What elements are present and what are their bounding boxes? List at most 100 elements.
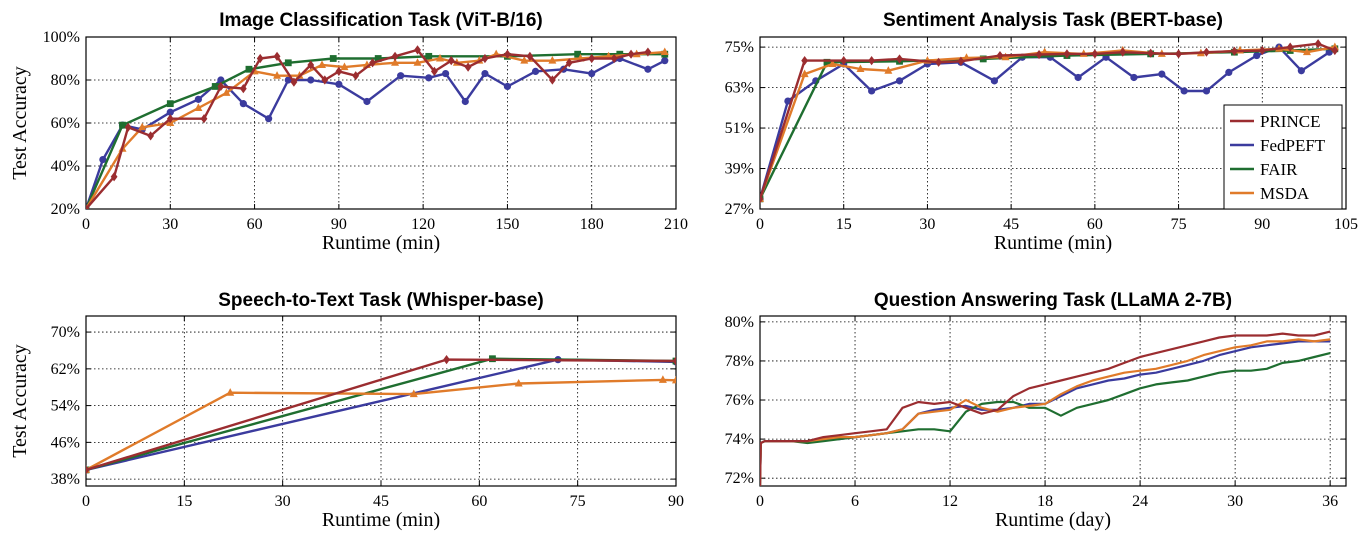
- y-tick-label: 78%: [725, 353, 754, 370]
- data-point-msda: [514, 378, 523, 387]
- y-tick-label: 38%: [51, 471, 80, 488]
- data-point-fair: [425, 52, 433, 60]
- y-tick-label: 62%: [51, 361, 80, 378]
- data-point-fedpeft: [1180, 87, 1188, 95]
- data-point-prince: [896, 54, 903, 64]
- series-line-fair: [760, 352, 1331, 486]
- data-point-prince: [352, 71, 360, 81]
- data-point-prince: [430, 66, 438, 76]
- series-line-msda: [760, 338, 1331, 486]
- data-point-msda: [413, 58, 422, 66]
- x-tick-label: 30: [162, 216, 178, 233]
- chart-title: Sentiment Analysis Task (BERT-base): [883, 10, 1223, 31]
- data-point-prince: [801, 56, 809, 66]
- y-axis-label: Test Accuracy: [9, 344, 31, 458]
- data-point-msda: [318, 60, 326, 68]
- y-axis-label: Test Accuracy: [9, 66, 31, 180]
- data-point-prince: [166, 114, 174, 124]
- x-tick-label: 120: [411, 216, 435, 233]
- legend: PRINCE FedPEFT FAIR MSDA: [1223, 104, 1343, 210]
- legend-label-prince: PRINCE: [1260, 112, 1320, 131]
- data-point-msda: [391, 58, 400, 66]
- data-point-prince: [610, 53, 618, 64]
- y-tick-label: 51%: [725, 120, 754, 137]
- data-point-msda: [884, 66, 893, 74]
- data-point-prince: [256, 53, 264, 64]
- data-point-fedpeft: [335, 80, 343, 88]
- data-point-msda: [658, 375, 667, 383]
- data-point-fedpeft: [307, 76, 315, 84]
- chart-title: Question Answering Task (LLaMA 2-7B): [874, 290, 1232, 311]
- y-tick-label: 70%: [51, 324, 80, 341]
- chart-sentiment-analysis: 0 15 30 45 60 75 90 105 27% 39% 51% 63% 75% Sentiment…: [725, 10, 1358, 254]
- data-point-fair: [329, 55, 337, 62]
- data-point-prince: [369, 58, 376, 68]
- data-point-fedpeft: [481, 69, 489, 78]
- series-line-prince: [760, 42, 1336, 200]
- data-point-msda: [548, 56, 557, 64]
- data-point-prince: [1230, 46, 1238, 56]
- data-point-msda: [800, 69, 809, 78]
- data-point-prince: [1035, 49, 1043, 60]
- data-point-prince: [147, 131, 155, 141]
- y-tick-label: 76%: [725, 392, 754, 409]
- x-tick-label: 45: [373, 493, 389, 510]
- y-tick-label: 72%: [725, 470, 754, 487]
- data-point-msda: [222, 88, 231, 96]
- data-point-prince: [548, 75, 556, 85]
- series-line-fedpeft: [760, 340, 1331, 486]
- data-point-prince: [1331, 45, 1339, 56]
- data-point-prince: [935, 57, 942, 67]
- data-point-prince: [644, 47, 652, 57]
- data-point-fedpeft: [1130, 73, 1138, 82]
- data-point-prince: [86, 465, 90, 475]
- data-point-prince: [1286, 42, 1294, 52]
- x-tick-label: 75: [1171, 216, 1187, 233]
- data-point-fedpeft: [895, 77, 904, 85]
- data-point-fedpeft: [503, 82, 512, 91]
- data-point-prince: [840, 56, 848, 66]
- data-point-fedpeft: [239, 100, 247, 108]
- data-point-prince: [760, 194, 764, 204]
- y-tick-label: 27%: [725, 201, 754, 218]
- data-point-prince: [447, 56, 455, 66]
- data-point-msda: [273, 71, 282, 79]
- y-tick-label: 63%: [725, 80, 754, 97]
- data-point-prince: [504, 49, 511, 59]
- chart-title: Speech-to-Text Task (Whisper-base): [218, 290, 544, 311]
- x-tick-label: 0: [82, 493, 90, 510]
- data-point-prince: [335, 66, 343, 76]
- x-tick-label: 60: [1087, 216, 1103, 233]
- x-tick-label: 24: [1132, 493, 1148, 510]
- data-point-prince: [1175, 49, 1182, 59]
- data-point-msda: [138, 122, 147, 131]
- data-point-msda: [226, 388, 235, 396]
- data-point-prince: [526, 51, 534, 61]
- chart-title: Image Classification Task (ViT-B/16): [219, 10, 542, 31]
- data-point-prince: [1203, 47, 1210, 57]
- x-tick-label: 45: [1003, 216, 1019, 233]
- series-line-fair: [86, 53, 665, 209]
- x-axis-label: Runtime (min): [322, 232, 440, 254]
- series-line-msda: [86, 50, 665, 209]
- data-point-fair: [211, 83, 219, 90]
- x-tick-label: 60: [471, 493, 487, 510]
- data-point-msda: [856, 64, 865, 73]
- data-point-prince: [464, 62, 472, 72]
- x-axis-label: Runtime (min): [322, 509, 440, 531]
- x-tick-label: 0: [82, 216, 90, 233]
- data-point-prince: [110, 172, 118, 182]
- data-point-fedpeft: [425, 74, 433, 82]
- data-point-fair: [245, 65, 253, 73]
- data-point-fedpeft: [990, 77, 999, 85]
- y-tick-label: 40%: [51, 158, 80, 175]
- legend-label-msda: MSDA: [1260, 184, 1310, 203]
- x-axis-label: Runtime (day): [995, 509, 1111, 531]
- x-tick-label: 0: [756, 216, 764, 233]
- data-point-prince: [627, 49, 635, 59]
- data-point-fedpeft: [397, 72, 405, 80]
- data-point-fair: [823, 58, 831, 66]
- data-point-fedpeft: [868, 87, 876, 95]
- chart-speech-to-text: 0 15 30 45 60 75 90 38% 46% 54% 62% 70% Speech-to-Te…: [9, 290, 684, 531]
